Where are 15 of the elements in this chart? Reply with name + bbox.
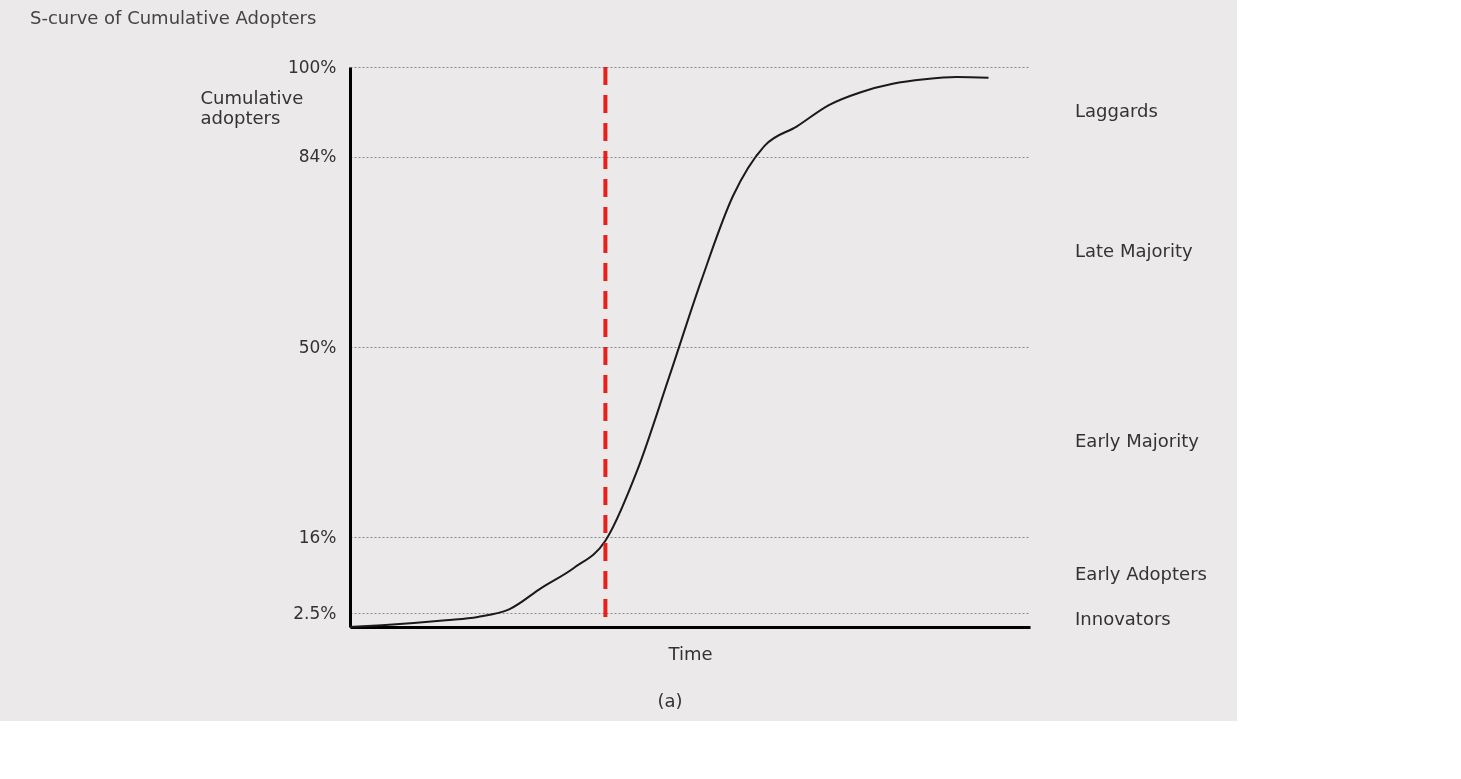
- text: (a): [657, 690, 683, 711]
- y-tick-label: 50%: [298, 336, 337, 357]
- y-tick-label: 100%: [287, 56, 337, 77]
- text: Early Adopters: [1075, 563, 1207, 585]
- y-tick-label: 16%: [298, 526, 337, 547]
- text: Early Majority: [1075, 430, 1200, 452]
- y-tick-label: 2.5%: [293, 602, 337, 623]
- text: S-curve of Cumulative Adopters: [30, 7, 317, 28]
- line-series: [349, 76, 990, 628]
- y-tick-label: 84%: [298, 146, 337, 167]
- text: Laggards: [1075, 99, 1158, 121]
- text: Innovators: [1075, 608, 1171, 629]
- text: Late Majority: [1075, 239, 1193, 261]
- x-axis-title: Time: [667, 642, 713, 664]
- y-axis-title: Cumulative adopters: [200, 86, 304, 128]
